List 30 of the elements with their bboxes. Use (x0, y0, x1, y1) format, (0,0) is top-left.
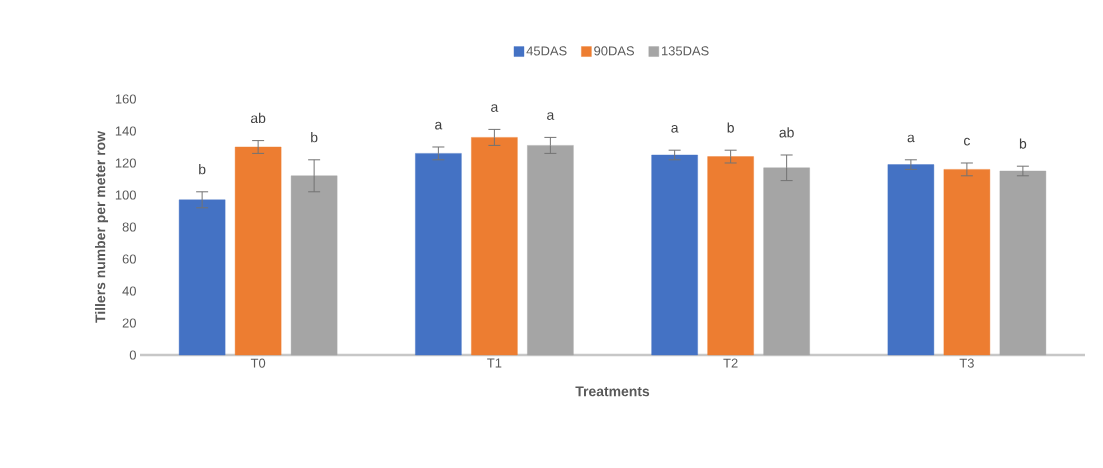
data-label: b (199, 164, 206, 175)
data-label: a (547, 112, 555, 120)
data-label: ab (250, 112, 266, 124)
x-tick-label: T1 (487, 358, 502, 368)
data-label: a (671, 125, 679, 133)
y-tick-label: 20 (122, 318, 136, 328)
data-label: a (435, 121, 443, 130)
y-tick-label: 100 (115, 190, 136, 200)
x-axis-title: Treatments (575, 386, 650, 397)
y-tick-label: 40 (122, 286, 136, 296)
data-label: b (727, 122, 734, 133)
y-tick-label: 120 (115, 158, 136, 168)
y-tick-label: 140 (115, 126, 136, 136)
legend-label: 90DAS (594, 46, 635, 56)
data-label: b (311, 132, 318, 143)
data-label: c (963, 137, 971, 146)
data-label: a (907, 134, 915, 143)
data-label: a (491, 104, 499, 112)
y-axis-title: Tillers number per meter row (95, 131, 109, 323)
x-tick-label: T3 (959, 358, 974, 368)
y-tick-label: 0 (129, 350, 136, 360)
y-tick-label: 80 (122, 222, 136, 232)
legend-label: 135DAS (661, 46, 709, 56)
data-label: ab (779, 127, 794, 138)
legend-label: 45DAS (526, 46, 567, 56)
y-tick-label: 60 (122, 254, 136, 264)
x-tick-label: T2 (723, 358, 738, 368)
x-tick-label: T0 (250, 358, 266, 368)
data-label: b (1019, 138, 1027, 149)
y-tick-label: 160 (115, 94, 136, 104)
